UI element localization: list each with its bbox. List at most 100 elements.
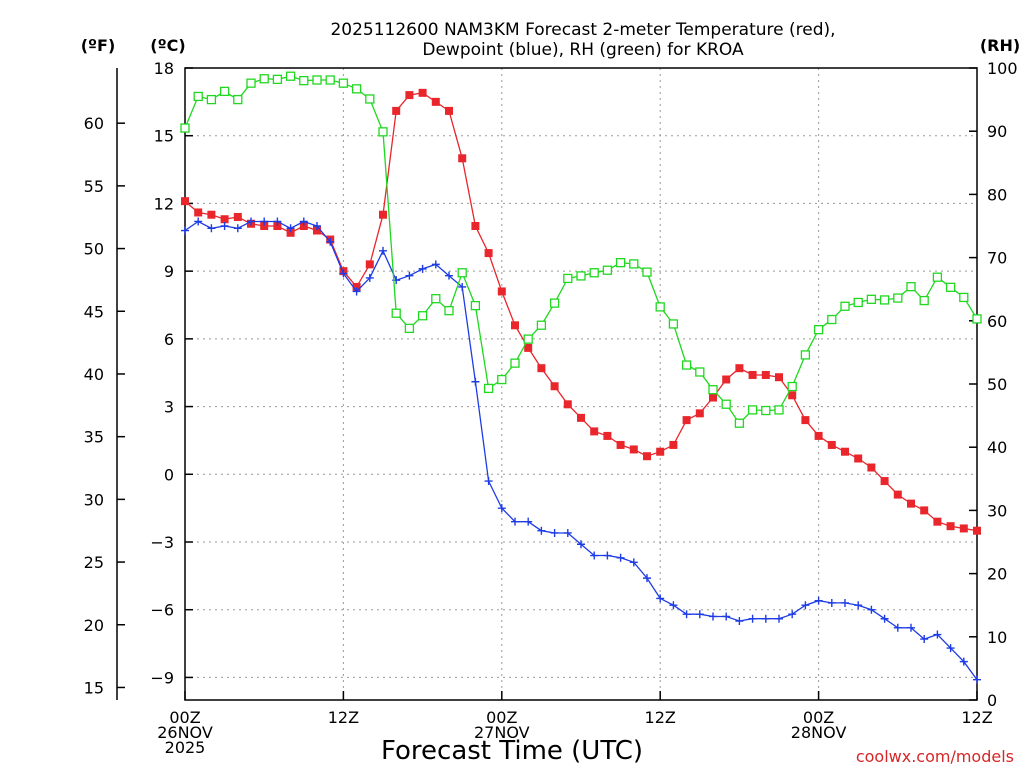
- series-line: [184, 92, 978, 532]
- data-point: [312, 75, 322, 85]
- data-point: [800, 350, 811, 360]
- data-point: [616, 440, 625, 449]
- data-point: [470, 300, 481, 311]
- data-point: [814, 596, 823, 605]
- data-point: [299, 222, 308, 230]
- data-point: [775, 614, 783, 623]
- data-point: [959, 292, 969, 303]
- data-point: [827, 314, 837, 325]
- data-point: [286, 224, 295, 233]
- data-point: [827, 598, 836, 607]
- data-point: [603, 551, 612, 560]
- time-tick-label: 28NOV: [791, 723, 847, 742]
- data-point: [379, 246, 387, 255]
- time-tick-label: 26NOV: [157, 723, 213, 742]
- series-dewpoint: [181, 217, 981, 684]
- data-point: [695, 610, 704, 619]
- data-point: [259, 74, 269, 84]
- fahrenheit-tick-label: 30: [84, 490, 104, 509]
- data-point: [734, 418, 745, 428]
- rh-tick-label: 40: [987, 438, 1007, 457]
- data-point: [445, 106, 453, 115]
- data-point: [907, 499, 915, 508]
- data-point: [959, 657, 968, 666]
- data-point: [272, 74, 283, 85]
- data-point: [801, 601, 810, 610]
- data-point: [550, 382, 559, 391]
- data-point: [880, 477, 889, 486]
- data-point: [326, 237, 335, 246]
- fahrenheit-tick-label: 45: [84, 302, 104, 321]
- chart-title-line2: Dewpoint (blue), RH (green) for KROA: [422, 40, 744, 60]
- data-point: [866, 294, 877, 304]
- data-point: [840, 301, 850, 311]
- rh-tick-label: 80: [987, 185, 1007, 204]
- data-point: [458, 154, 467, 163]
- fahrenheit-tick-label: 55: [84, 177, 104, 196]
- data-point: [247, 217, 255, 226]
- time-tick-label: 12Z: [961, 708, 992, 727]
- data-point: [365, 94, 375, 104]
- data-point: [867, 605, 876, 614]
- time-tick-label: 12Z: [328, 708, 359, 727]
- rh-tick-label: 100: [987, 59, 1018, 78]
- data-point: [972, 314, 982, 324]
- data-point: [417, 311, 428, 321]
- data-point: [774, 405, 784, 415]
- series-layer: [180, 71, 982, 684]
- data-point: [577, 413, 585, 422]
- data-point: [563, 273, 573, 284]
- celsius-tick-label: −6: [150, 601, 174, 620]
- data-point: [405, 271, 414, 280]
- data-point: [577, 540, 585, 549]
- data-point: [946, 522, 955, 531]
- data-point: [682, 610, 691, 619]
- data-point: [945, 282, 956, 292]
- data-point: [471, 222, 480, 230]
- data-point: [220, 215, 229, 224]
- data-point: [352, 287, 361, 296]
- rh-tick-label: 60: [987, 312, 1007, 331]
- data-point: [471, 377, 480, 386]
- data-point: [854, 454, 863, 463]
- fahrenheit-tick-label: 15: [84, 678, 104, 697]
- data-point: [747, 405, 758, 415]
- data-point: [391, 308, 401, 318]
- rh-unit-label: (RH): [980, 36, 1020, 55]
- data-point: [285, 71, 296, 81]
- data-point: [933, 517, 942, 526]
- data-point: [629, 558, 638, 567]
- data-point: [260, 217, 269, 226]
- celsius-tick-label: 0: [164, 465, 174, 484]
- celsius-tick-label: −9: [150, 668, 174, 687]
- data-point: [933, 630, 942, 639]
- chart-title: 2025112600 NAM3KM Forecast 2-meter Tempe…: [330, 20, 835, 40]
- data-point: [299, 75, 309, 86]
- data-point: [378, 127, 388, 137]
- time-tick-label: 00Z: [803, 708, 834, 727]
- data-point: [669, 440, 678, 449]
- data-point: [181, 197, 189, 206]
- series-relative-humidity: [180, 71, 982, 428]
- data-point: [841, 598, 849, 607]
- data-point: [788, 610, 797, 619]
- data-point: [669, 601, 678, 610]
- data-point: [484, 477, 493, 486]
- data-point: [404, 323, 415, 334]
- data-point: [511, 321, 519, 330]
- data-point: [655, 302, 665, 312]
- data-point: [497, 374, 507, 385]
- data-point: [761, 614, 770, 623]
- data-point: [748, 370, 757, 379]
- data-point: [325, 75, 335, 85]
- time-tick-label: 00Z: [169, 708, 200, 727]
- data-point: [273, 217, 282, 226]
- data-point: [629, 445, 638, 454]
- data-point: [379, 210, 387, 219]
- data-point: [629, 259, 639, 269]
- data-point: [180, 123, 190, 133]
- data-point: [920, 635, 929, 644]
- data-point: [695, 409, 704, 418]
- rh-tick-label: 10: [987, 628, 1007, 647]
- data-point: [497, 287, 506, 296]
